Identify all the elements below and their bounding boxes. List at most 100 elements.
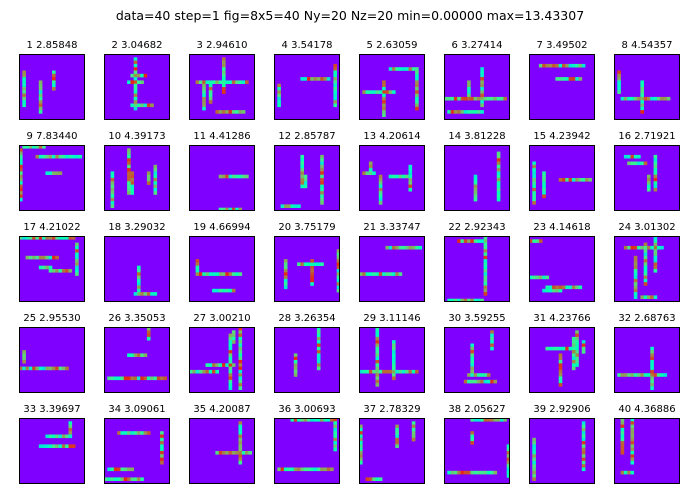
heatmap-cell [375,346,380,351]
heatmap-cell [61,366,66,371]
heatmap-cell [160,451,164,455]
heatmap-cell [490,330,494,334]
panel-frame [444,54,510,120]
heatmap-cell [75,245,79,250]
heatmap-cell [653,161,658,166]
heatmap-cell [153,376,158,381]
heatmap-cell [222,110,226,114]
panel-title: 17 4.21022 [23,222,81,233]
heatmap-cell [117,467,121,472]
heatmap-cell [68,444,73,448]
heatmap-cell [42,145,46,149]
heatmap-panel: 35 4.20087 [189,404,255,484]
heatmap-cell [538,63,543,68]
heatmap-cell [532,239,536,243]
heatmap-cell [140,431,144,435]
heatmap-cell [558,366,563,371]
heatmap-cell [447,298,451,302]
heatmap-cell [22,100,26,104]
heatmap-cell [395,434,399,439]
heatmap-cell [620,447,625,452]
heatmap-cell [483,96,488,101]
heatmap-image [359,327,425,393]
heatmap-cell [555,288,559,293]
heatmap-cell [627,96,631,101]
heatmap-image [104,145,170,211]
heatmap-cell [480,100,484,104]
heatmap-cell [640,90,644,94]
heatmap-cell [415,96,419,101]
heatmap-cell [283,262,288,266]
heatmap-image [614,145,680,211]
heatmap-cell [640,83,644,88]
heatmap-cell [283,269,288,273]
panel-frame [444,145,510,211]
heatmap-cell [65,444,69,448]
heatmap-cell [558,285,563,290]
heatmap-cell [392,67,396,71]
heatmap-cell [388,174,393,179]
heatmap-cell [283,204,288,208]
heatmap-cell [532,161,536,166]
heatmap-cell [532,275,536,280]
heatmap-panel: 21 3.33747 [359,222,425,302]
heatmap-cell [660,373,664,377]
heatmap-cell [48,154,53,159]
heatmap-background [189,327,255,393]
heatmap-cell [316,262,321,266]
heatmap-cell [506,457,510,462]
heatmap-cell [19,184,23,189]
heatmap-cell [52,444,56,448]
heatmap-cell [375,477,380,481]
heatmap-cell [222,363,226,367]
heatmap-cell [222,288,226,293]
heatmap-cell [316,327,321,331]
heatmap-cell [411,369,416,374]
heatmap-cell [562,77,566,81]
heatmap-cell [375,379,380,384]
heatmap-cell [545,63,550,68]
heatmap-cell [362,369,366,374]
heatmap-cell [218,174,223,179]
heatmap-cell [52,70,56,75]
panel-title: 4 3.54178 [281,40,333,51]
heatmap-cell [493,96,498,101]
heatmap-cell [140,103,144,108]
heatmap-cell [222,77,226,81]
heatmap-cell [415,83,419,88]
heatmap-cell [542,171,546,175]
heatmap-cell [333,437,337,442]
heatmap-cell [127,168,131,172]
heatmap-panel: 14 3.81228 [444,131,510,211]
heatmap-cell [467,96,471,101]
heatmap-cell [392,272,396,276]
heatmap-cell [65,366,69,371]
heatmap-cell [310,269,314,273]
panel-title: 32 2.68763 [618,313,676,324]
heatmap-cell [75,265,79,270]
panel-frame [359,54,425,120]
heatmap-cell [150,103,154,108]
heatmap-cell [42,366,46,371]
heatmap-cell [467,93,471,98]
heatmap-cell [71,236,76,240]
heatmap-cell [120,477,125,481]
heatmap-image [359,418,425,484]
heatmap-cell [538,275,543,280]
heatmap-cell [617,73,621,78]
heatmap-cell [568,346,573,351]
heatmap-cell [238,447,243,452]
heatmap-cell [640,110,644,114]
heatmap-cell [385,245,389,250]
heatmap-cell [581,467,586,472]
heatmap-cell [558,369,563,374]
heatmap-cell [411,245,416,250]
heatmap-cell [146,292,151,296]
heatmap-cell [195,269,200,273]
heatmap-cell [483,292,488,296]
heatmap-cell [653,269,658,273]
heatmap-cell [238,427,243,432]
heatmap-cell [316,346,321,351]
heatmap-cell [35,255,40,260]
heatmap-cell [620,427,625,432]
